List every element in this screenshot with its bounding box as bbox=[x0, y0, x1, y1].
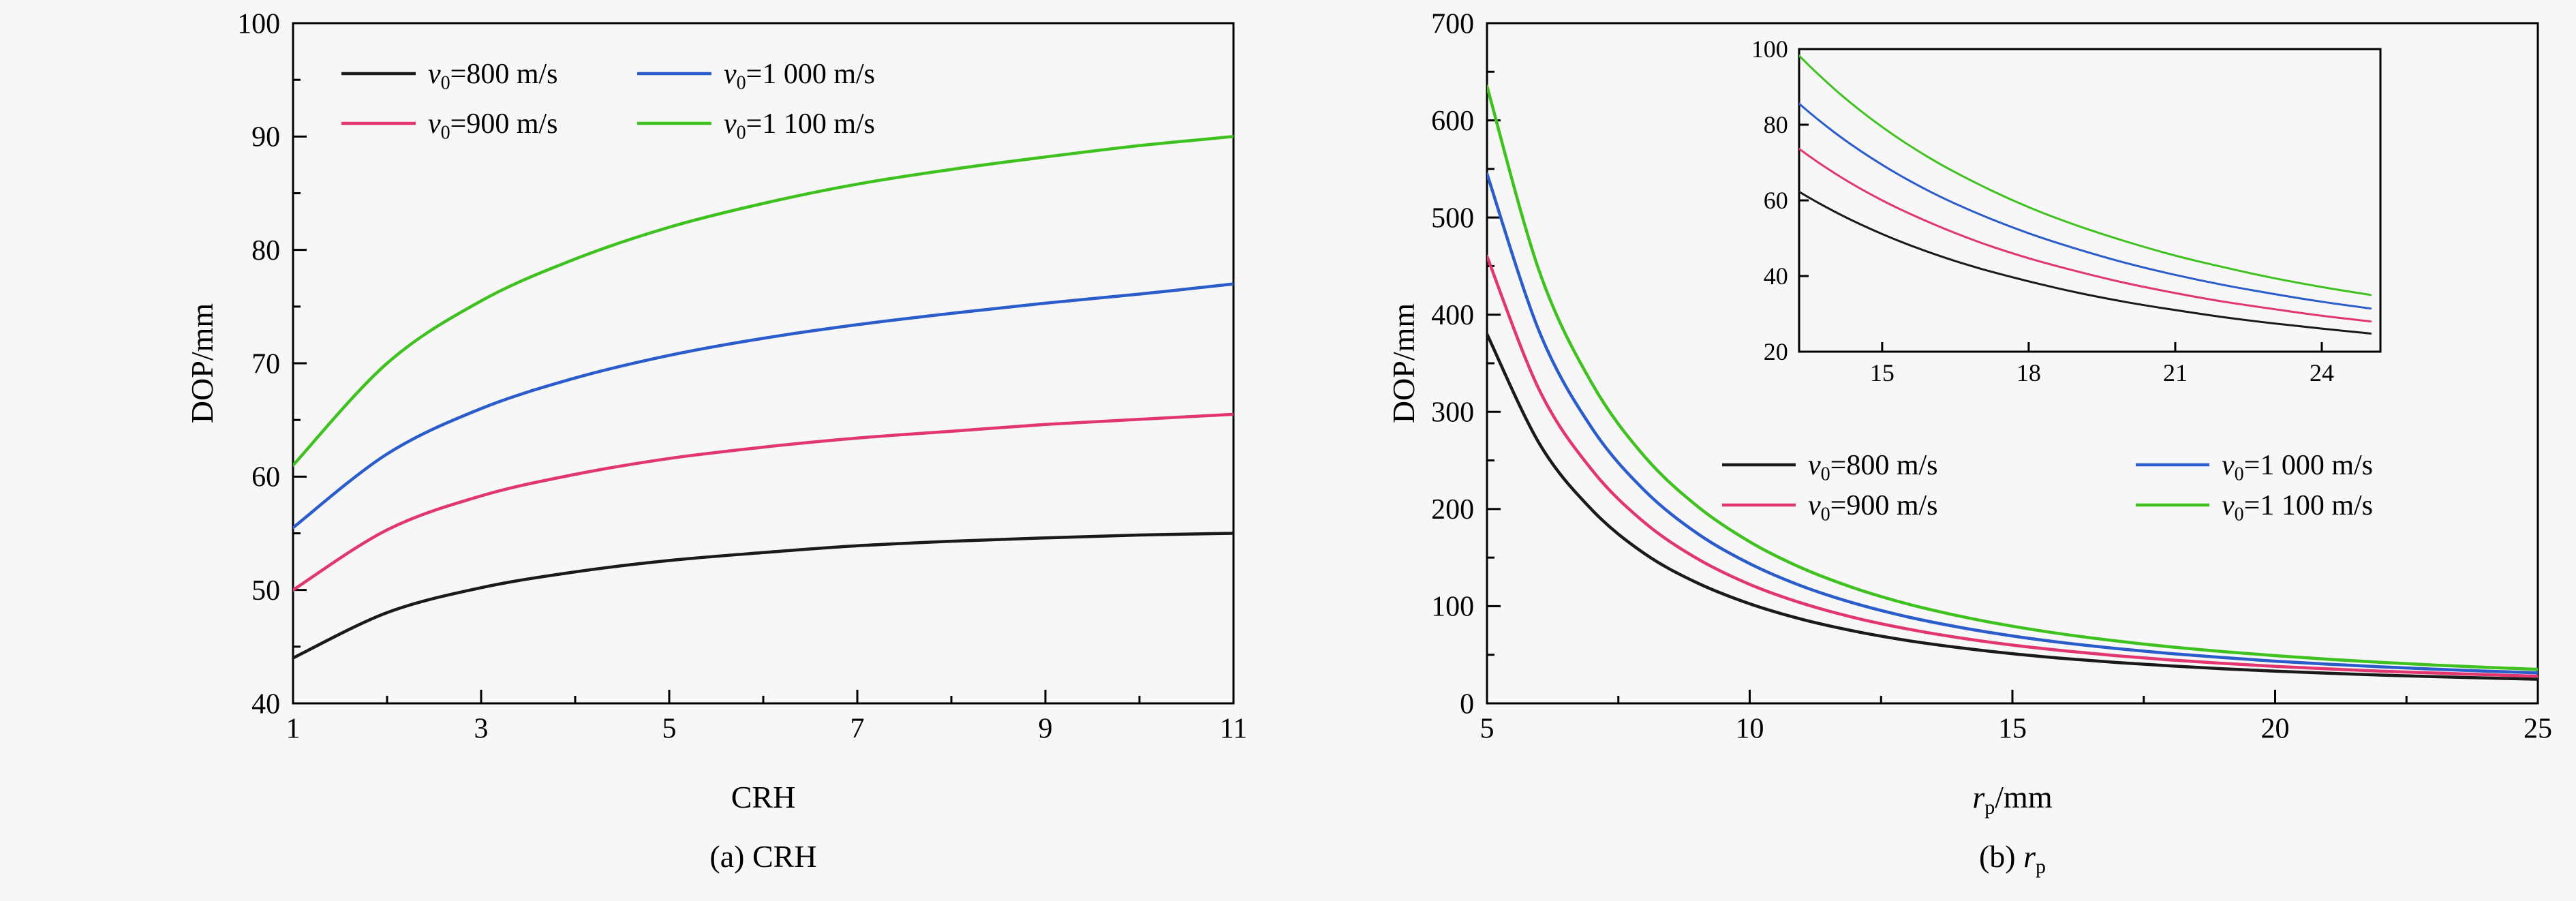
svg-text:40: 40 bbox=[251, 688, 280, 720]
series-line-0 bbox=[293, 532, 1233, 660]
svg-text:60: 60 bbox=[1764, 187, 1788, 214]
x-axis-label: rp/mm bbox=[1972, 780, 2052, 819]
axis-ticks bbox=[1799, 48, 2323, 353]
legend: v0=800 m/s v0=900 m/s v0=1 000 m/s v0=1 100… bbox=[341, 59, 875, 143]
svg-text:20: 20 bbox=[1764, 338, 1788, 365]
svg-text:24: 24 bbox=[2310, 359, 2334, 386]
svg-text:300: 300 bbox=[1431, 397, 1474, 429]
y-axis-label: DOP/mm bbox=[185, 303, 219, 424]
legend-label-0: v0=800 m/s bbox=[1808, 450, 1938, 485]
series-line-2 bbox=[1487, 172, 2538, 675]
series-line-3 bbox=[1799, 54, 2372, 296]
legend-label-1: v0=900 m/s bbox=[1808, 490, 1938, 525]
series-line-3 bbox=[1487, 85, 2538, 671]
svg-text:80: 80 bbox=[251, 235, 280, 266]
series-lines bbox=[1799, 54, 2372, 335]
legend: v0=800 m/s v0=900 m/s v0=1 000 m/s v0=1 100… bbox=[1722, 450, 2373, 525]
svg-text:400: 400 bbox=[1431, 300, 1474, 331]
legend-label-0: v0=800 m/s bbox=[428, 59, 558, 93]
svg-text:7: 7 bbox=[850, 713, 865, 744]
series-line-0 bbox=[1487, 332, 2538, 681]
svg-text:600: 600 bbox=[1431, 106, 1474, 137]
legend-label-3: v0=1 100 m/s bbox=[2222, 490, 2373, 525]
inset-chart: 15 18 21 24 20 40 60 80 100 bbox=[1751, 35, 2382, 386]
svg-text:500: 500 bbox=[1431, 202, 1474, 234]
axis-ticks bbox=[1486, 22, 2539, 705]
series-line-3 bbox=[293, 135, 1233, 467]
svg-text:18: 18 bbox=[2017, 359, 2041, 386]
plot-frame bbox=[1798, 48, 2382, 353]
svg-text:5: 5 bbox=[1480, 713, 1494, 744]
tick-labels: 5 10 15 20 25 0 100 200 300 400 500 600 700 bbox=[1431, 8, 2552, 744]
subfigure-caption: (a) CRH bbox=[709, 839, 816, 874]
svg-text:100: 100 bbox=[1431, 592, 1474, 623]
svg-text:1: 1 bbox=[286, 713, 301, 744]
legend-label-3: v0=1 100 m/s bbox=[724, 108, 875, 143]
svg-text:20: 20 bbox=[2261, 713, 2290, 744]
series-lines bbox=[1487, 85, 2538, 681]
y-axis-label: DOP/mm bbox=[1386, 303, 1421, 424]
svg-text:10: 10 bbox=[1736, 713, 1764, 744]
svg-text:50: 50 bbox=[251, 575, 280, 607]
svg-text:3: 3 bbox=[474, 713, 489, 744]
legend-label-2: v0=1 000 m/s bbox=[724, 59, 875, 93]
chart-root: 1 3 5 7 9 11 40 50 60 70 80 90 100 DOP/mm CRH (a) CRH bbox=[185, 8, 1247, 874]
chart-a-canvas: 1 3 5 7 9 11 40 50 60 70 80 90 100 DOP/mm CRH (a) CRH v0… bbox=[185, 8, 1247, 874]
svg-text:60: 60 bbox=[251, 462, 280, 493]
series-lines bbox=[293, 135, 1233, 660]
svg-text:100: 100 bbox=[1751, 35, 1788, 63]
series-line-0 bbox=[1799, 190, 2372, 335]
legend-label-1: v0=900 m/s bbox=[428, 108, 558, 143]
tick-labels: 15 18 21 24 20 40 60 80 100 bbox=[1751, 35, 2334, 386]
series-line-1 bbox=[1487, 254, 2538, 678]
chart-b-canvas: 5 10 15 20 25 0 100 200 300 400 500 600 700 DOP/mm rp/… bbox=[1386, 8, 2552, 878]
panel-a: 1 3 5 7 9 11 40 50 60 70 80 90 100 DOP/mm CRH (a) CRH v0… bbox=[185, 8, 1247, 874]
svg-text:80: 80 bbox=[1764, 111, 1788, 138]
svg-text:100: 100 bbox=[237, 8, 280, 40]
svg-text:5: 5 bbox=[662, 713, 677, 744]
subfigure-caption: (b) rp bbox=[1979, 839, 2046, 878]
series-line-2 bbox=[293, 282, 1233, 530]
series-line-1 bbox=[293, 412, 1233, 592]
svg-text:9: 9 bbox=[1039, 713, 1053, 744]
svg-text:90: 90 bbox=[251, 122, 280, 153]
svg-text:15: 15 bbox=[1998, 713, 2027, 744]
panel-b: 5 10 15 20 25 0 100 200 300 400 500 600 700 DOP/mm rp/… bbox=[1288, 0, 2576, 901]
svg-text:25: 25 bbox=[2524, 713, 2552, 744]
svg-text:15: 15 bbox=[1870, 359, 1895, 386]
x-axis-label: CRH bbox=[731, 780, 796, 814]
svg-text:21: 21 bbox=[2163, 359, 2188, 386]
svg-text:40: 40 bbox=[1764, 262, 1788, 290]
tick-labels: 1 3 5 7 9 11 40 50 60 70 80 90 100 bbox=[237, 8, 1247, 744]
svg-text:70: 70 bbox=[251, 348, 280, 380]
svg-text:0: 0 bbox=[1460, 688, 1474, 720]
legend-label-2: v0=1 000 m/s bbox=[2222, 450, 2373, 485]
svg-text:11: 11 bbox=[1220, 713, 1247, 744]
series-line-1 bbox=[1799, 147, 2372, 323]
svg-text:700: 700 bbox=[1431, 8, 1474, 40]
series-line-2 bbox=[1799, 102, 2372, 310]
svg-text:200: 200 bbox=[1431, 494, 1474, 525]
chart-root: 5 10 15 20 25 0 100 200 300 400 500 600 700 DOP/mm rp/… bbox=[1386, 8, 2552, 878]
